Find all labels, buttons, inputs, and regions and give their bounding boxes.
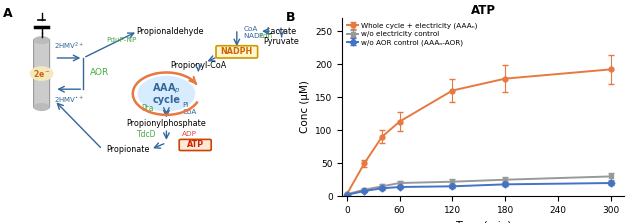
Text: NADPH: NADPH xyxy=(221,47,253,56)
Text: CoA: CoA xyxy=(243,26,257,32)
Text: TdcD: TdcD xyxy=(138,130,157,139)
Ellipse shape xyxy=(138,76,195,112)
Legend: Whole cycle + electricity (AAAₙ), w/o electricity control, w/o AOR control (AAAₙ: Whole cycle + electricity (AAAₙ), w/o el… xyxy=(346,21,479,47)
Text: NADP$^+$: NADP$^+$ xyxy=(243,31,270,41)
Text: Lactate: Lactate xyxy=(266,27,297,36)
Text: ADP: ADP xyxy=(182,131,197,137)
Text: 2e$^-$: 2e$^-$ xyxy=(33,68,51,79)
Title: ATP: ATP xyxy=(470,4,496,17)
FancyBboxPatch shape xyxy=(34,39,50,108)
Text: Pi: Pi xyxy=(182,102,189,108)
Text: Propionate: Propionate xyxy=(106,145,150,154)
Text: Propionyl-CoA: Propionyl-CoA xyxy=(170,61,227,70)
FancyBboxPatch shape xyxy=(179,139,211,151)
Text: B: B xyxy=(286,11,296,24)
Ellipse shape xyxy=(35,37,49,43)
Text: Pyruvate: Pyruvate xyxy=(264,37,300,46)
Text: Propionylphosphate: Propionylphosphate xyxy=(127,119,206,128)
Text: ATP: ATP xyxy=(187,140,204,149)
Ellipse shape xyxy=(35,104,49,110)
X-axis label: Time (min): Time (min) xyxy=(455,221,511,223)
Text: 2HMV$^{\bullet+}$: 2HMV$^{\bullet+}$ xyxy=(54,95,84,105)
Text: Ldh: Ldh xyxy=(259,33,272,39)
Text: Propionaldehyde: Propionaldehyde xyxy=(136,27,204,36)
Text: Pta: Pta xyxy=(141,104,154,113)
Text: 2HMV$^{2+}$: 2HMV$^{2+}$ xyxy=(54,41,84,52)
Text: cycle: cycle xyxy=(152,95,180,105)
Text: CoA: CoA xyxy=(182,109,196,114)
Text: A: A xyxy=(3,7,13,20)
Text: AAA$_p$: AAA$_p$ xyxy=(152,82,180,96)
Y-axis label: Conc (μM): Conc (μM) xyxy=(300,81,310,134)
FancyBboxPatch shape xyxy=(216,46,258,58)
Ellipse shape xyxy=(31,67,53,80)
Text: AOR: AOR xyxy=(90,68,109,77)
Text: PduP-NP: PduP-NP xyxy=(106,37,137,43)
